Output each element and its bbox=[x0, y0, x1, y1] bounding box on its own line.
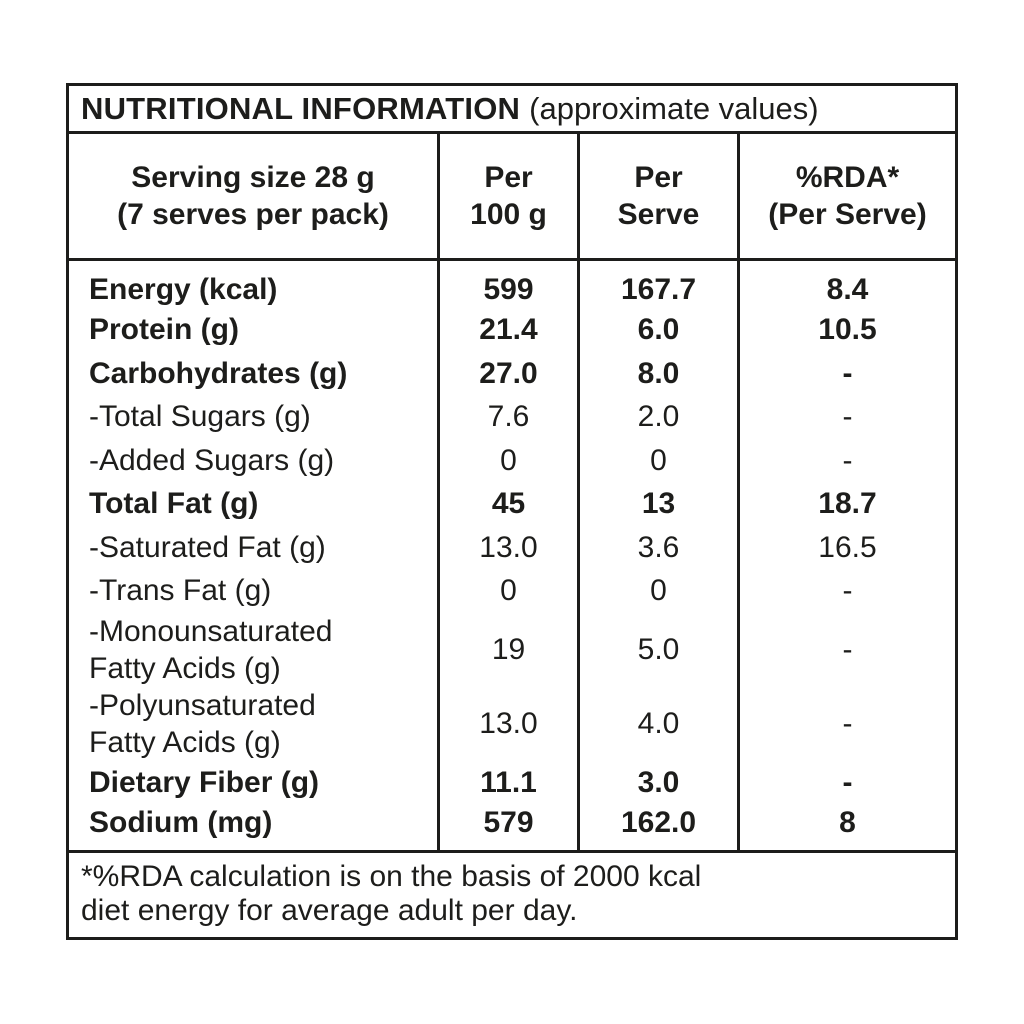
value-per-100g: 45 bbox=[440, 482, 580, 526]
value-per-serve: 13 bbox=[580, 482, 740, 526]
nutrient-label: Energy (kcal) bbox=[69, 261, 440, 308]
value-per-100g: 0 bbox=[440, 569, 580, 613]
value-per-serve: 2.0 bbox=[580, 395, 740, 439]
value-per-100g: 21.4 bbox=[440, 308, 580, 352]
value-rda: - bbox=[842, 707, 853, 740]
nutrient-label: Dietary Fiber (g) bbox=[69, 760, 440, 804]
rda-footnote-line1: *%RDA calculation is on the basis of 200… bbox=[81, 860, 702, 893]
value-rda: - bbox=[842, 633, 853, 666]
value-rda: - bbox=[842, 400, 853, 434]
value-per-serve: 3.6 bbox=[580, 525, 740, 569]
value-per-100g: 13.0 bbox=[440, 525, 580, 569]
nutrient-label: Sodium (mg) bbox=[69, 804, 440, 850]
value-per-serve: 167.7 bbox=[580, 261, 740, 308]
table-title-row: NUTRITIONAL INFORMATION (approximate val… bbox=[69, 86, 955, 134]
nutrient-label: -Trans Fat (g) bbox=[69, 569, 440, 613]
value-per-serve: 0 bbox=[580, 569, 740, 613]
nutrient-label: Carbohydrates (g) bbox=[69, 351, 440, 395]
value-rda: - bbox=[842, 356, 853, 390]
value-rda: - bbox=[842, 765, 853, 799]
value-rda: 10.5 bbox=[818, 313, 877, 347]
nutrient-label: -Added Sugars (g) bbox=[69, 438, 440, 482]
value-per-100g: 13.0 bbox=[440, 686, 580, 761]
value-rda: 8.4 bbox=[826, 273, 869, 306]
value-per-100g: 599 bbox=[440, 261, 580, 308]
value-per-serve: 4.0 bbox=[580, 686, 740, 761]
rda-footnote: *%RDA calculation is on the basis of 200… bbox=[69, 850, 955, 937]
value-per-serve: 162.0 bbox=[580, 804, 740, 850]
value-rda: 8 bbox=[839, 806, 856, 839]
nutrient-label: -Total Sugars (g) bbox=[69, 395, 440, 439]
nutrition-table: NUTRITIONAL INFORMATION (approximate val… bbox=[66, 83, 958, 940]
column-header-per-serve: Per Serve bbox=[580, 134, 740, 261]
column-header-per-100g: Per 100 g bbox=[440, 134, 580, 261]
value-per-serve: 0 bbox=[580, 438, 740, 482]
table-title-suffix: (approximate values) bbox=[529, 90, 819, 126]
value-rda: 18.7 bbox=[818, 487, 877, 521]
column-header-rda: %RDA* (Per Serve) bbox=[740, 134, 955, 261]
value-per-100g: 27.0 bbox=[440, 351, 580, 395]
value-per-100g: 19 bbox=[440, 612, 580, 687]
value-rda: - bbox=[842, 574, 853, 608]
table-title: NUTRITIONAL INFORMATION bbox=[81, 90, 521, 126]
value-per-serve: 5.0 bbox=[580, 612, 740, 687]
value-per-100g: 0 bbox=[440, 438, 580, 482]
nutrient-label: Protein (g) bbox=[69, 308, 440, 352]
value-per-100g: 7.6 bbox=[440, 395, 580, 439]
nutrition-grid: Serving size 28 g (7 serves per pack) Pe… bbox=[69, 134, 955, 850]
value-per-serve: 8.0 bbox=[580, 351, 740, 395]
column-header-serving-size: Serving size 28 g (7 serves per pack) bbox=[69, 134, 440, 261]
value-per-100g: 579 bbox=[440, 804, 580, 850]
nutrient-label: -Saturated Fat (g) bbox=[69, 525, 440, 569]
value-per-serve: 6.0 bbox=[580, 308, 740, 352]
nutrient-label: Total Fat (g) bbox=[69, 482, 440, 526]
value-rda: 16.5 bbox=[818, 530, 877, 564]
value-per-serve: 3.0 bbox=[580, 760, 740, 804]
value-per-100g: 11.1 bbox=[440, 760, 580, 804]
nutrient-label: -Polyunsaturated Fatty Acids (g) bbox=[69, 686, 440, 761]
nutrient-label: -Monounsaturated Fatty Acids (g) bbox=[69, 612, 440, 687]
rda-footnote-line2: diet energy for average adult per day. bbox=[81, 894, 578, 927]
value-rda: - bbox=[842, 443, 853, 477]
